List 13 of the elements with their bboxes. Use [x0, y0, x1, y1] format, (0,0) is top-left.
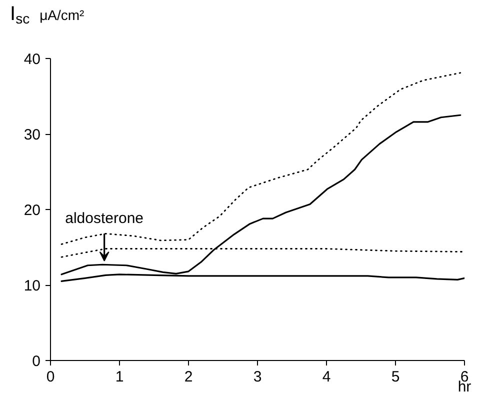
y-tick-label: 20	[24, 202, 41, 219]
x-tick-label: 3	[253, 368, 262, 386]
x-tick-label: 1	[115, 368, 124, 386]
x-tick-label: 4	[322, 368, 331, 386]
x-tick-label: 5	[391, 368, 400, 386]
y-tick-label: 10	[24, 278, 41, 294]
y-tick-label: 0	[32, 353, 40, 370]
x-tick-label: 2	[184, 368, 193, 386]
y-tick-label: 30	[24, 126, 41, 144]
x-tick-label: 0	[46, 368, 55, 386]
y-tick-label: 40	[24, 51, 41, 68]
annotation: aldosterone	[65, 210, 144, 227]
y-axis-title: I$_{sc}$ μA/cm²	[10, 3, 84, 26]
